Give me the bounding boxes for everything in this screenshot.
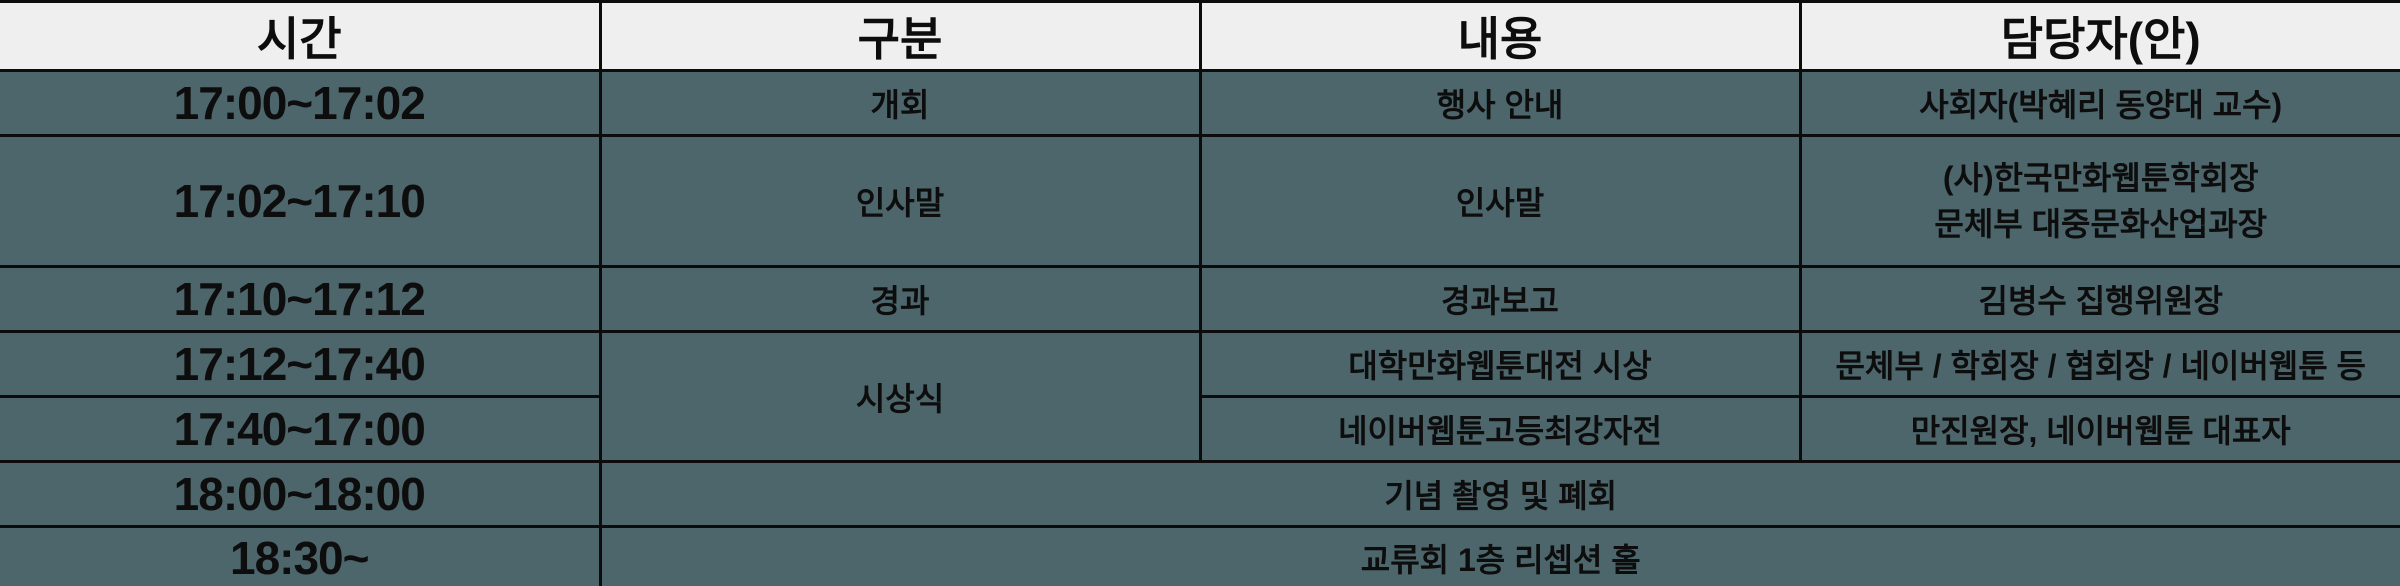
cell-person-award-2: 만진원장, 네이버웹툰 대표자 xyxy=(1798,395,2400,463)
table-row-opening: 17:00~17:02 개회 행사 안내 사회자(박혜리 동양대 교수) xyxy=(0,69,2400,137)
table-row-award-2: 17:40~17:00 네이버웹툰고등최강자전 만진원장, 네이버웹툰 대표자 xyxy=(0,395,2400,463)
header-person: 담당자(안) xyxy=(1798,0,2400,72)
cell-category-awards: 시상식 xyxy=(598,330,1202,463)
header-time: 시간 xyxy=(0,0,602,72)
cell-category-opening: 개회 xyxy=(598,69,1202,137)
header-category: 구분 xyxy=(598,0,1202,72)
schedule-header-row: 시간 구분 내용 담당자(안) xyxy=(0,0,2400,72)
table-row-progress-report: 17:10~17:12 경과 경과보고 김병수 집행위원장 xyxy=(0,265,2400,333)
cell-time-opening: 17:00~17:02 xyxy=(0,69,602,137)
cell-person-greetings: (사)한국만화웹툰학회장 문체부 대중문화산업과장 xyxy=(1798,134,2400,268)
cell-content-award-2: 네이버웹툰고등최강자전 xyxy=(1198,395,1802,463)
cell-time-progress: 17:10~17:12 xyxy=(0,265,602,333)
cell-person-progress: 김병수 집행위원장 xyxy=(1798,265,2400,333)
table-row-closing: 18:00~18:00 기념 촬영 및 폐회 xyxy=(0,460,2400,528)
cell-content-greetings: 인사말 xyxy=(1198,134,1802,268)
cell-time-award-2: 17:40~17:00 xyxy=(0,395,602,463)
table-row-award-1: 17:12~17:40 시상식 대학만화웹툰대전 시상 문체부 / 학회장 / … xyxy=(0,330,2400,463)
cell-content-progress: 경과보고 xyxy=(1198,265,1802,333)
cell-merged-reception: 교류회 1층 리셉션 홀 xyxy=(598,525,2400,586)
cell-time-award-1: 17:12~17:40 xyxy=(0,330,602,398)
cell-person-award-1: 문체부 / 학회장 / 협회장 / 네이버웹툰 등 xyxy=(1798,330,2400,398)
person-line-1: (사)한국만화웹툰학회장 xyxy=(1942,159,2259,196)
cell-time-reception: 18:30~ xyxy=(0,525,602,586)
table-row-greetings: 17:02~17:10 인사말 인사말 (사)한국만화웹툰학회장 문체부 대중문… xyxy=(0,134,2400,268)
header-content: 내용 xyxy=(1198,0,1802,72)
cell-person-opening: 사회자(박혜리 동양대 교수) xyxy=(1798,69,2400,137)
cell-merged-closing: 기념 촬영 및 폐회 xyxy=(598,460,2400,528)
cell-category-greetings: 인사말 xyxy=(598,134,1202,268)
cell-time-closing: 18:00~18:00 xyxy=(0,460,602,528)
person-line-2: 문체부 대중문화산업과장 xyxy=(1934,206,2268,242)
cell-time-greetings: 17:02~17:10 xyxy=(0,134,602,268)
cell-content-opening: 행사 안내 xyxy=(1198,69,1802,137)
table-row-reception: 18:30~ 교류회 1층 리셉션 홀 xyxy=(0,525,2400,586)
cell-content-award-1: 대학만화웹툰대전 시상 xyxy=(1198,330,1802,398)
cell-category-progress: 경과 xyxy=(598,265,1202,333)
